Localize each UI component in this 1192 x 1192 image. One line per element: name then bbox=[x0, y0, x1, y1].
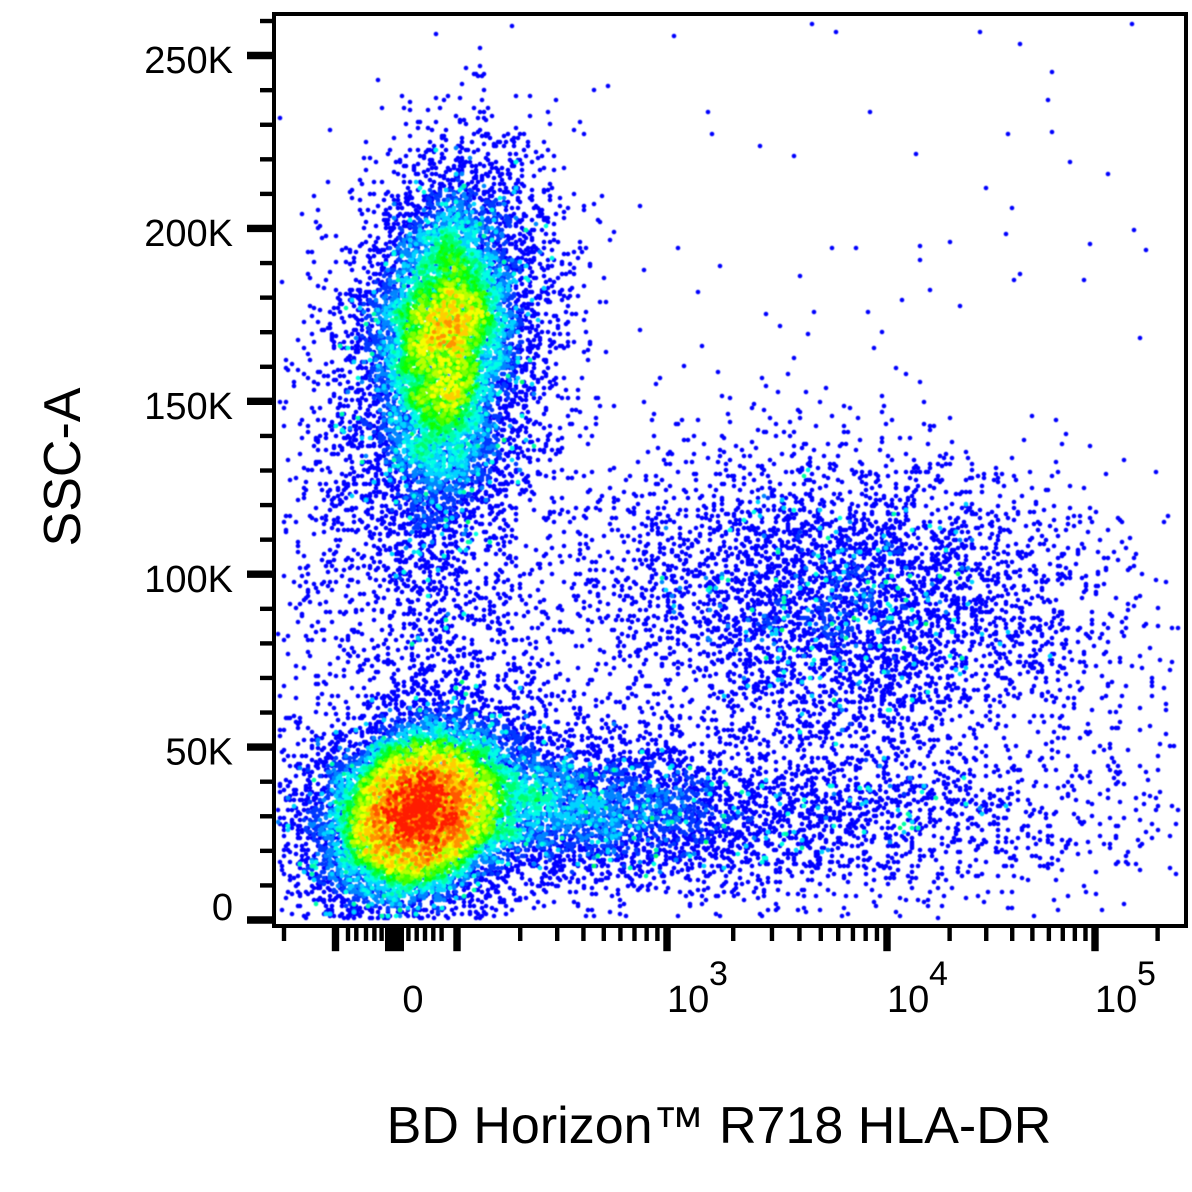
svg-text:0: 0 bbox=[212, 887, 233, 929]
svg-text:100K: 100K bbox=[144, 559, 233, 601]
svg-text:BD Horizon™ R718 HLA-DR: BD Horizon™ R718 HLA-DR bbox=[387, 1097, 1052, 1155]
svg-text:0: 0 bbox=[402, 979, 423, 1021]
svg-text:200K: 200K bbox=[144, 213, 233, 255]
svg-text:5: 5 bbox=[1137, 955, 1156, 993]
svg-text:10: 10 bbox=[667, 979, 709, 1021]
svg-text:4: 4 bbox=[929, 955, 948, 993]
svg-text:SSC-A: SSC-A bbox=[34, 387, 92, 546]
svg-text:150K: 150K bbox=[144, 386, 233, 428]
svg-text:50K: 50K bbox=[165, 732, 233, 774]
svg-text:10: 10 bbox=[1095, 979, 1137, 1021]
svg-text:250K: 250K bbox=[144, 40, 233, 82]
svg-text:10: 10 bbox=[887, 979, 929, 1021]
svg-text:3: 3 bbox=[709, 955, 728, 993]
